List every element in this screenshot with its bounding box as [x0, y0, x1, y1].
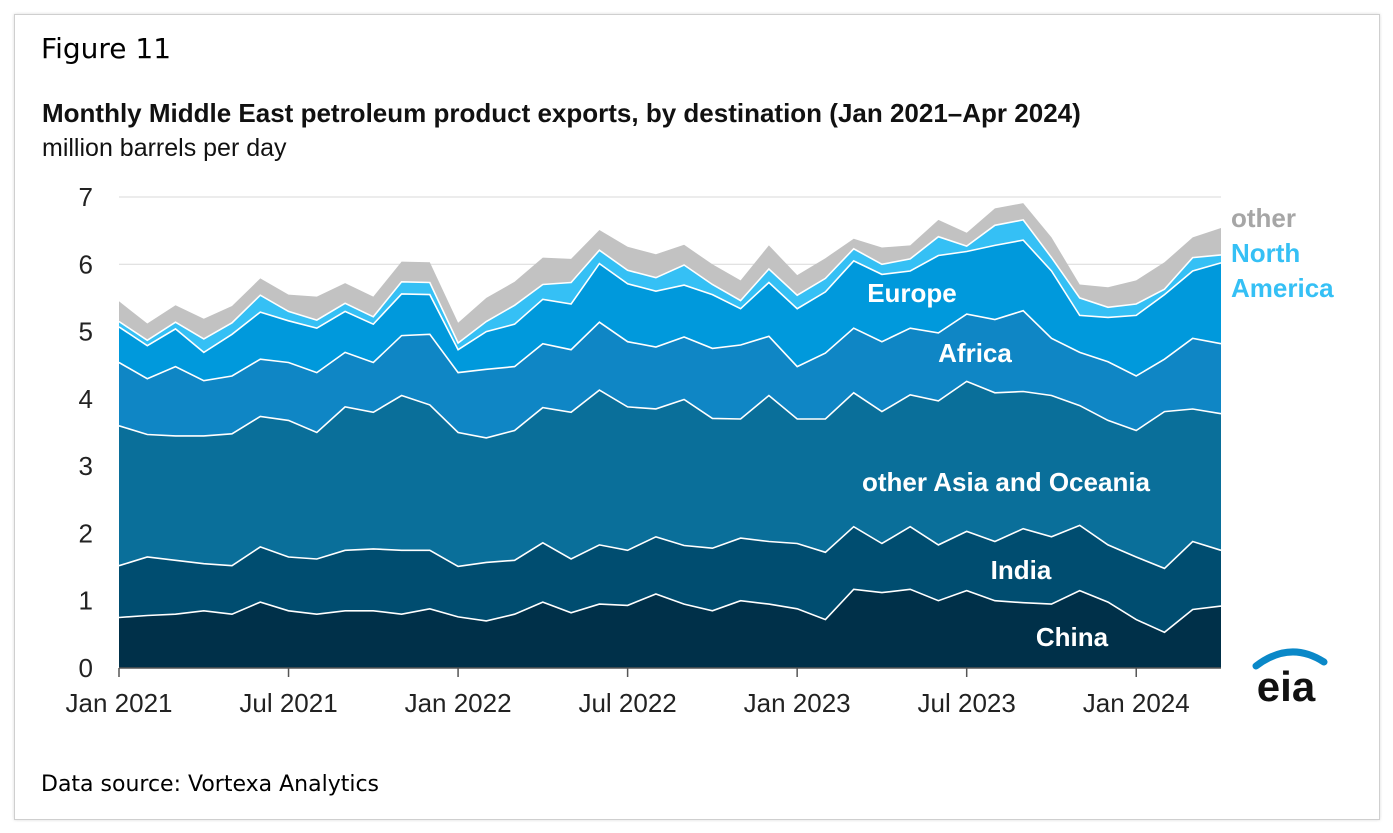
boundary-africa: [118, 309, 1222, 382]
boundary-north-america: [118, 219, 1222, 345]
x-tick-label: Jan 2024: [1083, 688, 1190, 718]
area-label-other-asia: other Asia and Oceania: [862, 467, 1151, 497]
x-tick-label: Jan 2023: [744, 688, 851, 718]
chart-subtitle: million barrels per day: [42, 134, 287, 162]
x-tick-label: Jan 2021: [66, 688, 173, 718]
legend: other North America: [1231, 203, 1334, 303]
area-other: [119, 203, 1221, 343]
area-other-asia-and-oceania: [119, 381, 1221, 569]
figure-label: Figure 11: [41, 32, 172, 65]
y-tick-label: 5: [79, 317, 93, 347]
y-tick-label: 3: [79, 451, 93, 481]
y-tick-label: 2: [79, 518, 93, 548]
area-china: [119, 589, 1221, 668]
area-europe: [119, 240, 1221, 381]
area-north-america: [119, 219, 1221, 353]
y-tick-label: 6: [79, 249, 93, 279]
x-tick-label: Jul 2021: [239, 688, 337, 718]
legend-other: other: [1231, 203, 1296, 233]
eia-logo: eia: [1252, 648, 1328, 710]
data-source: Data source: Vortexa Analytics: [41, 772, 380, 797]
legend-america: America: [1231, 273, 1334, 303]
area-labels: Europe Africa other Asia and Oceania Ind…: [862, 278, 1151, 652]
chart-title: Monthly Middle East petroleum product ex…: [42, 98, 1081, 128]
stacked-areas: [118, 203, 1222, 668]
y-tick-label: 7: [79, 182, 93, 212]
boundary-other-asia-and-oceania: [118, 380, 1222, 439]
axes: 0 1 2 3 4 5 6 7 Jan 2021 Jul 2021 Jan 2022 Jul 2022…: [66, 182, 1221, 718]
area-label-africa: Africa: [938, 338, 1012, 368]
x-tick-label: Jul 2023: [918, 688, 1016, 718]
x-tick-label: Jan 2022: [405, 688, 512, 718]
y-tick-label: 0: [79, 653, 93, 683]
x-tick-label: Jul 2022: [578, 688, 676, 718]
area-india: [119, 525, 1221, 633]
boundary-china: [118, 588, 1222, 634]
y-tick-label: 4: [79, 384, 93, 414]
area-label-china: China: [1036, 622, 1109, 652]
boundary-europe: [118, 239, 1222, 354]
eia-logo-text: eia: [1257, 663, 1316, 710]
y-tick-label: 1: [79, 586, 93, 616]
boundary-india: [118, 524, 1222, 570]
area-label-india: India: [991, 555, 1052, 585]
area-label-europe: Europe: [867, 278, 957, 308]
legend-north: North: [1231, 238, 1300, 268]
